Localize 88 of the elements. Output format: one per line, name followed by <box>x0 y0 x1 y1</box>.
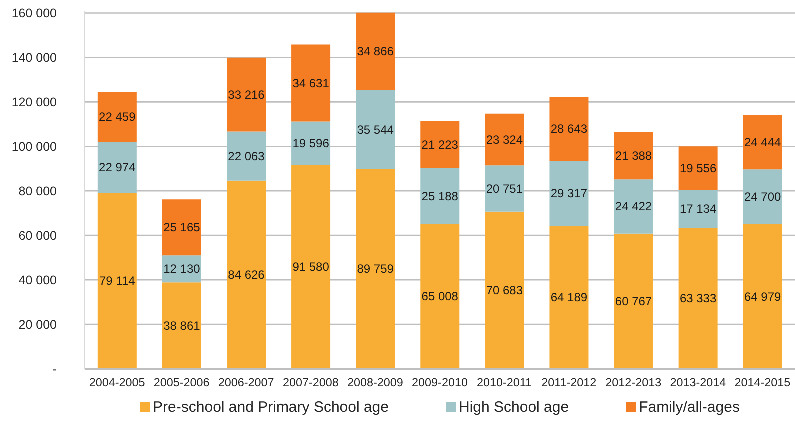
data-label: 21 223 <box>422 138 459 152</box>
x-tick-label: 2010-2011 <box>477 376 532 390</box>
data-label: 84 626 <box>228 268 266 282</box>
data-label: 29 317 <box>550 186 588 201</box>
x-tick-label: 2009-2010 <box>412 376 468 390</box>
y-tick-label: 80 000 <box>18 184 58 199</box>
bar <box>550 161 589 226</box>
bar <box>485 166 524 212</box>
bar <box>614 180 654 234</box>
bar <box>98 193 137 369</box>
bar <box>162 200 202 256</box>
data-label: 65 008 <box>422 290 459 304</box>
bar <box>614 234 654 369</box>
bar <box>98 92 137 142</box>
x-tick-label: 2014-2015 <box>734 376 792 390</box>
bar <box>420 224 460 369</box>
data-label: 79 114 <box>100 274 136 288</box>
data-label: 33 216 <box>228 88 266 102</box>
data-label: 60 767 <box>615 294 652 308</box>
x-tick-label: 2005-2006 <box>154 376 210 390</box>
x-tick-label: 2004-2005 <box>89 376 146 390</box>
data-label: 35 544 <box>357 122 394 137</box>
bar <box>420 121 460 168</box>
x-tick-label: 2011-2012 <box>542 376 597 390</box>
legend-label: Family/all-ages <box>639 398 740 416</box>
data-label: 34 631 <box>292 76 330 90</box>
bar <box>227 180 266 369</box>
data-label: 25 188 <box>422 189 459 204</box>
data-label: 24 444 <box>744 135 782 150</box>
x-tick-label: 2008-2009 <box>348 376 404 390</box>
bar <box>678 228 718 369</box>
bar <box>743 224 782 369</box>
bar <box>98 142 137 194</box>
bar <box>420 168 460 224</box>
y-tick-label: 160 000 <box>12 6 58 21</box>
data-label: 24 422 <box>615 200 652 214</box>
bar <box>292 122 331 166</box>
data-label: 19 556 <box>680 161 717 176</box>
data-label: 24 700 <box>744 190 782 204</box>
legend-label: High School age <box>459 398 570 416</box>
data-label: 25 165 <box>164 220 201 235</box>
x-tick-label: 2006-2007 <box>218 376 274 390</box>
data-label: 17 134 <box>680 202 717 216</box>
bar <box>743 170 782 225</box>
bar <box>678 146 718 190</box>
data-label: 22 974 <box>99 160 136 175</box>
data-label: 34 866 <box>357 44 394 59</box>
bar <box>292 44 331 122</box>
y-tick-label: 140 000 <box>12 51 58 66</box>
data-label: 22 063 <box>228 149 266 164</box>
data-label: 28 643 <box>550 122 588 136</box>
y-tick-label: 20 000 <box>18 318 58 332</box>
x-tick-label: 2013-2014 <box>670 376 727 390</box>
data-label: 12 130 <box>164 262 201 276</box>
bar <box>292 165 331 369</box>
y-tick-label: 100 000 <box>12 140 58 154</box>
bar <box>356 169 396 369</box>
y-tick-label: 120 000 <box>12 96 58 110</box>
data-label: 63 333 <box>680 292 717 306</box>
y-tick-label: 40 000 <box>18 273 58 288</box>
data-label: 70 683 <box>486 283 524 298</box>
bar <box>614 132 654 180</box>
bar <box>743 115 782 170</box>
data-label: 64 979 <box>744 290 782 304</box>
data-label: 38 861 <box>164 318 201 333</box>
bar <box>227 132 266 181</box>
data-label: 91 580 <box>292 260 330 274</box>
x-tick-label: 2012-2013 <box>606 376 662 390</box>
data-label: 19 596 <box>292 136 330 151</box>
y-tick-label: 60 000 <box>18 229 58 244</box>
data-label: 89 759 <box>357 262 394 276</box>
bar <box>485 212 524 369</box>
data-label: 20 751 <box>486 182 524 196</box>
bar <box>356 12 396 90</box>
data-label: 21 388 <box>615 148 652 163</box>
bar <box>678 190 718 228</box>
bar <box>356 90 396 170</box>
data-label: 64 189 <box>550 290 588 305</box>
y-tick-label: - <box>52 362 57 376</box>
x-tick-label: 2007-2008 <box>282 376 339 390</box>
bar <box>550 226 589 369</box>
data-label: 22 459 <box>99 110 136 124</box>
bar <box>162 282 202 369</box>
bar <box>227 58 266 132</box>
legend-label: Pre-school and Primary School age <box>153 398 389 416</box>
data-label: 23 324 <box>486 132 524 147</box>
bar <box>550 97 589 162</box>
bar <box>485 114 524 166</box>
